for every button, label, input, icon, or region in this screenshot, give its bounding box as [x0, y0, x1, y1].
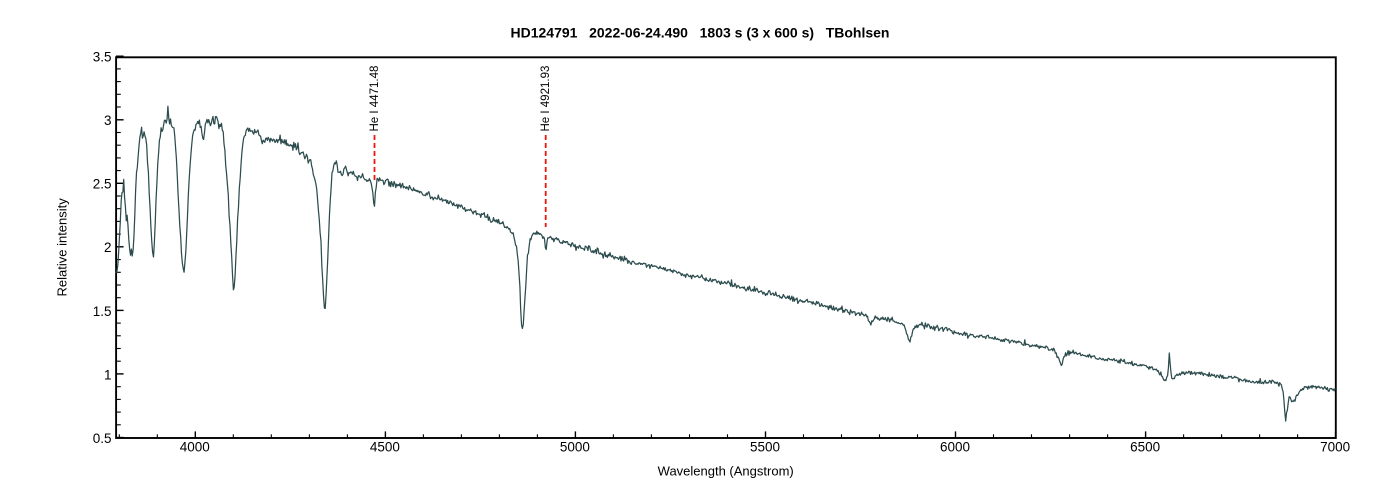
svg-text:5500: 5500 [750, 440, 780, 455]
svg-text:He I 4471.48: He I 4471.48 [369, 66, 381, 132]
svg-text:6000: 6000 [940, 440, 970, 455]
svg-text:Wavelength (Angstrom): Wavelength (Angstrom) [658, 463, 794, 478]
svg-text:Relative intensity: Relative intensity [55, 198, 70, 297]
svg-text:1.5: 1.5 [93, 304, 112, 319]
svg-text:HD124791 2022-06-24.490 18: HD124791 2022-06-24.490 1803 s (3 x 600 … [511, 26, 890, 41]
svg-text:7000: 7000 [1320, 440, 1350, 455]
svg-text:2: 2 [104, 240, 112, 255]
svg-text:5000: 5000 [560, 440, 590, 455]
svg-text:4500: 4500 [370, 440, 400, 455]
svg-text:2.5: 2.5 [93, 177, 112, 192]
svg-text:0.5: 0.5 [93, 431, 112, 446]
svg-text:3: 3 [104, 113, 112, 128]
svg-text:4000: 4000 [180, 440, 210, 455]
svg-text:3.5: 3.5 [93, 50, 112, 65]
svg-text:He I 4921.93: He I 4921.93 [540, 66, 552, 132]
svg-text:6500: 6500 [1130, 440, 1160, 455]
svg-text:1: 1 [104, 367, 112, 382]
